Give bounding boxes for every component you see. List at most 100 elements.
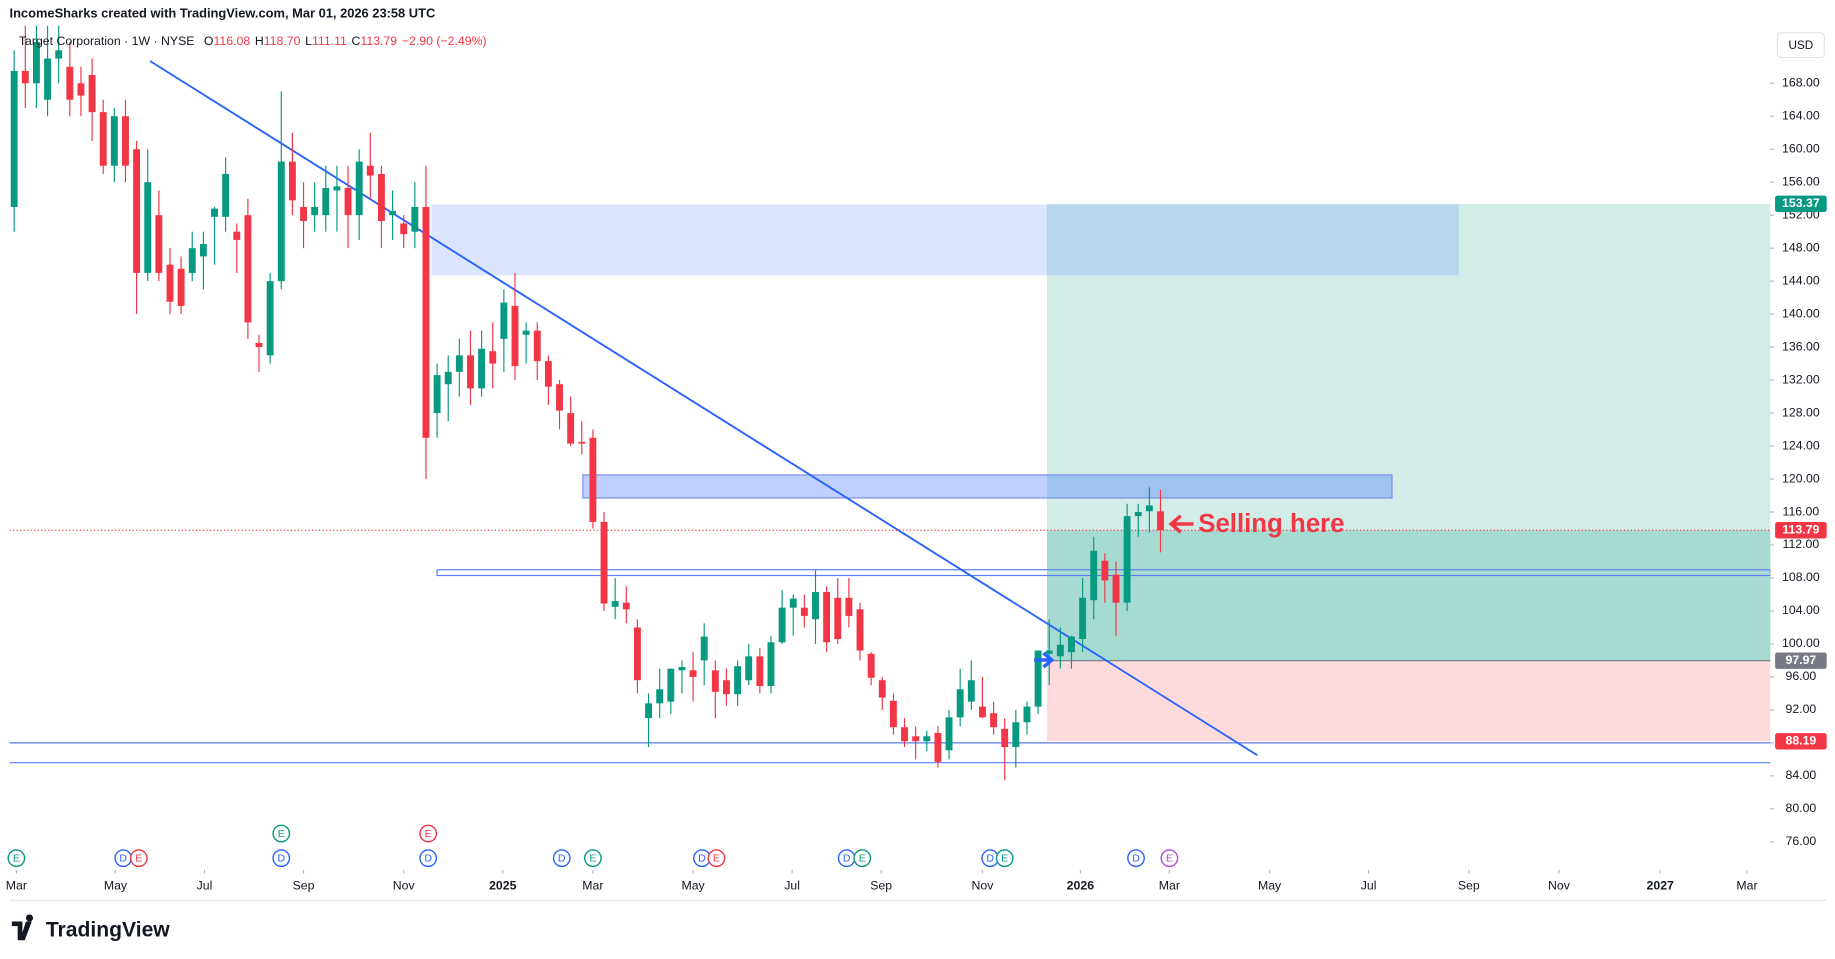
candle-body [277,161,285,282]
y-tick-label: 76.00 [1785,834,1816,848]
x-tick-label: Mar [582,879,603,893]
candle-body [300,206,307,221]
candle-body [990,713,998,728]
candle-body [110,116,118,166]
event-marker [7,849,26,868]
y-tick-label: 92.00 [1785,702,1816,716]
candle-body [845,597,853,616]
legend-item: Target Corporation · 1W · NYSE [19,34,195,48]
event-label: E [1166,853,1173,865]
entry-arrow [1034,651,1055,669]
candle-body [122,116,129,166]
y-tick-label: 136.00 [1782,339,1820,353]
candle-body [901,727,908,742]
candle-body [711,670,719,692]
candle-body [311,206,319,216]
y-tick-label: 148.00 [1782,240,1820,254]
stop-zone [1046,660,1771,742]
candle-body [533,330,541,362]
candle-body [32,42,40,84]
candle-body [1090,550,1098,601]
currency-box[interactable] [1776,32,1825,59]
candle-body [589,437,597,522]
price-label-box [1775,733,1827,750]
candle-body [823,591,831,643]
event-marker [552,849,571,868]
x-tick-label: 2026 [1067,879,1095,893]
candle-body [1079,597,1087,639]
candle-body [1101,560,1109,581]
candle-body [422,206,430,438]
event-marker [853,849,872,868]
x-tick-label: May [1258,879,1282,893]
candle-body [622,602,630,610]
x-tick-label: May [104,879,128,893]
candle-body [288,161,296,201]
candle-body [600,521,608,604]
candle-body [400,223,408,235]
candle-body [834,597,842,639]
y-tick-label: 96.00 [1785,669,1816,683]
price-label: 97.97 [1785,653,1816,667]
event-label: D [558,853,566,865]
candle-body [1001,728,1009,748]
candle-body [889,700,897,728]
candle-body [812,591,819,620]
candle-body [912,736,920,742]
sell-arrow [1168,514,1194,534]
event-marker [995,849,1014,868]
candle-body [478,348,486,389]
candle-body [578,441,586,444]
candle-body [77,83,85,96]
candle-body [133,149,141,273]
candle-body [1112,574,1120,603]
candle-body [222,173,230,217]
event-label: E [135,853,142,865]
candle-body [1068,636,1075,653]
candle-body [444,371,452,385]
price-label-box [1775,652,1827,669]
legend-item: 113.79 [360,34,397,48]
y-tick-label: 168.00 [1782,76,1820,90]
x-tick-label: Sep [870,879,892,893]
candle-body [1034,650,1042,707]
candle-body [244,215,252,323]
candle-body [723,680,730,695]
candle-body [689,670,697,677]
candle-body [433,375,441,414]
candle-body [767,642,775,686]
event-label: D [277,853,285,865]
logo: TradingView [11,914,170,941]
x-tick-label: Jul [197,879,213,893]
zone [431,204,1459,276]
currency[interactable]: USD [1789,39,1814,52]
legend-item: H [255,34,264,48]
y-tick-label: 116.00 [1783,504,1820,518]
candle-body [789,598,797,608]
event-label: E [859,853,866,865]
legend-item: L [305,34,312,48]
y-tick-label: 104.00 [1782,603,1820,617]
candle-body [389,211,397,216]
candle-body [945,717,953,751]
candle-body [978,706,986,718]
candle-body [322,187,330,216]
candle-body [333,186,341,191]
event-label: D [698,853,706,865]
event-label: D [424,853,432,865]
event-label: D [843,853,851,865]
candle-body [88,75,96,113]
x-tick-label: Jul [784,879,800,893]
x-tick-label: Mar [6,879,27,893]
y-tick-label: 84.00 [1785,768,1816,782]
y-tick-label: 108.00 [1782,570,1820,584]
x-tick-label: Nov [1548,879,1571,893]
candle-body [856,609,864,651]
candle-body [511,305,519,367]
candle-body [756,656,764,686]
candle-body [1023,706,1031,723]
y-tick-label: 124.00 [1782,438,1820,452]
y-tick-label: 100.00 [1782,636,1820,650]
candle-body [489,351,497,364]
candle-body [500,302,508,339]
